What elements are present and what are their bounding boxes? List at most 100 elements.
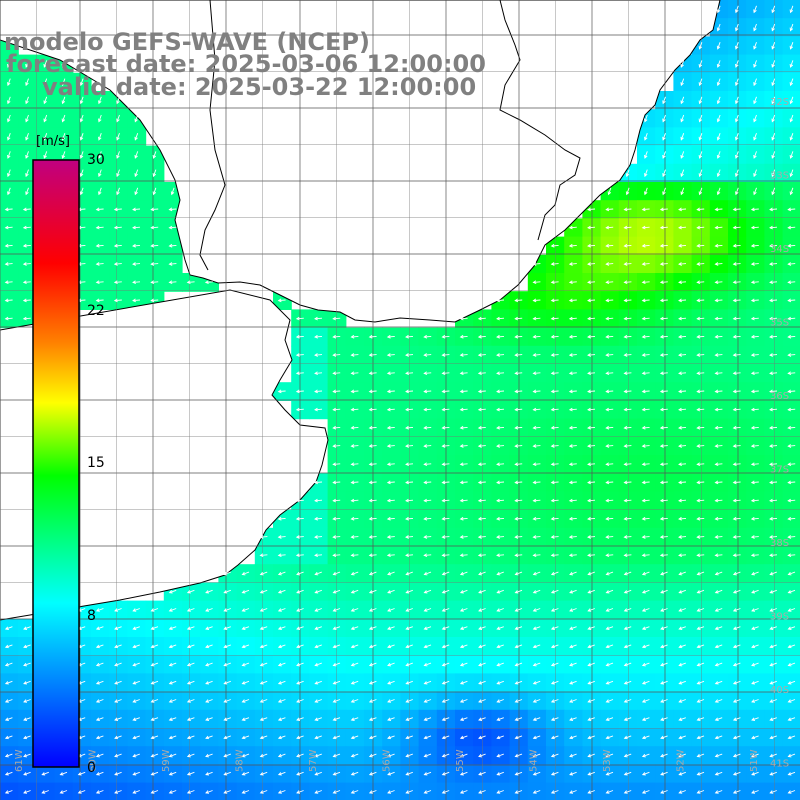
wind-arrow: [259, 608, 268, 612]
wind-arrow: [496, 626, 504, 630]
wind-arrow: [405, 371, 414, 376]
wind-arrow: [569, 771, 577, 776]
wind-arrow: [735, 114, 739, 123]
wind-arrow: [732, 353, 741, 357]
wind-arrow: [241, 662, 250, 667]
wind-arrow: [23, 771, 31, 776]
wind-arrow: [769, 790, 777, 794]
wind-arrow: [150, 753, 159, 758]
wind-arrow: [386, 371, 395, 376]
wind-arrow: [623, 699, 632, 703]
wind-arrow: [532, 516, 541, 521]
wind-arrow: [368, 699, 377, 703]
wind-arrow: [22, 262, 31, 266]
wind-arrow: [550, 771, 559, 776]
wind-arrow: [368, 571, 377, 576]
wind-arrow: [641, 243, 650, 248]
wind-arrow: [769, 644, 777, 649]
wind-arrow: [277, 589, 286, 594]
wind-arrow: [478, 771, 486, 776]
wind-arrow: [605, 462, 614, 467]
wind-arrow: [43, 60, 48, 68]
wind-arrow: [477, 535, 486, 539]
wind-arrow: [77, 771, 86, 776]
wind-arrow: [241, 790, 250, 794]
wind-arrow: [387, 699, 395, 703]
wind-arrow: [659, 280, 668, 285]
wind-arrow: [787, 225, 796, 230]
wind-arrow: [732, 753, 741, 758]
latitude-label: 37S: [770, 465, 789, 476]
wind-arrow: [605, 662, 614, 667]
wind-arrow: [771, 151, 776, 159]
wind-arrow: [332, 553, 341, 558]
wind-arrow: [769, 462, 778, 467]
wind-arrow: [732, 207, 741, 212]
wind-arrow: [350, 608, 359, 612]
wind-arrow: [423, 407, 432, 412]
wind-arrow: [716, 114, 721, 123]
wind-arrow: [514, 353, 523, 357]
wind-arrow: [459, 334, 468, 339]
wind-arrow: [277, 790, 286, 794]
wind-arrow: [659, 389, 668, 394]
wind-arrow: [680, 133, 685, 141]
wind-arrow: [769, 280, 778, 285]
wind-arrow: [332, 644, 341, 649]
wind-arrow: [405, 589, 413, 594]
wind-arrow: [787, 626, 796, 630]
wind-arrow: [607, 187, 612, 196]
wind-arrow: [714, 462, 723, 467]
valid-date: valid date: 2025-03-22 12:00:00: [42, 73, 477, 101]
wind-arrow: [787, 771, 796, 776]
wind-arrow: [168, 699, 177, 703]
wind-arrow: [368, 462, 377, 467]
wind-arrow: [787, 480, 796, 485]
wind-arrow: [732, 644, 741, 649]
colorbar-tick-22: 22: [87, 303, 105, 319]
wind-arrow: [405, 353, 414, 357]
wind-arrow: [514, 425, 523, 430]
wind-arrow: [496, 699, 504, 703]
wind-arrow: [22, 243, 31, 248]
wind-arrow: [587, 771, 595, 776]
wind-arrow: [735, 78, 739, 87]
wind-arrow: [787, 262, 796, 266]
wind-arrow: [532, 425, 541, 430]
wind-arrow: [696, 389, 705, 394]
wind-arrow: [223, 608, 231, 612]
wind-arrow: [168, 771, 177, 776]
wind-arrow: [314, 516, 323, 521]
wind-arrow: [296, 680, 304, 685]
wind-arrow: [314, 608, 322, 612]
wind-arrow: [423, 480, 432, 485]
wind-arrow: [787, 535, 796, 539]
wind-arrow: [587, 462, 596, 467]
wind-arrow: [314, 407, 323, 412]
wind-arrow: [95, 262, 104, 266]
wind-arrow: [532, 316, 541, 321]
wind-arrow: [459, 699, 468, 703]
wind-arrow: [441, 480, 450, 485]
wind-arrow: [116, 114, 120, 123]
wind-arrow: [753, 23, 757, 32]
wind-arrow: [769, 298, 778, 303]
wind-arrow: [423, 425, 432, 430]
wind-arrow: [532, 298, 541, 303]
wind-arrow: [441, 353, 450, 357]
wind-arrow: [605, 262, 614, 266]
wind-arrow: [660, 699, 668, 703]
wind-arrow: [441, 371, 450, 376]
wind-arrow: [332, 535, 341, 539]
wind-arrow: [405, 334, 414, 339]
wind-arrow: [568, 280, 577, 285]
wind-arrow: [678, 334, 687, 339]
wind-arrow: [698, 151, 703, 159]
longitude-label: 52W: [676, 749, 687, 772]
wind-arrow: [368, 790, 377, 794]
wind-arrow: [623, 334, 632, 339]
wind-arrow: [296, 644, 304, 649]
wind-arrow: [769, 589, 777, 594]
wind-arrow: [550, 571, 559, 576]
wind-arrow: [714, 243, 723, 248]
